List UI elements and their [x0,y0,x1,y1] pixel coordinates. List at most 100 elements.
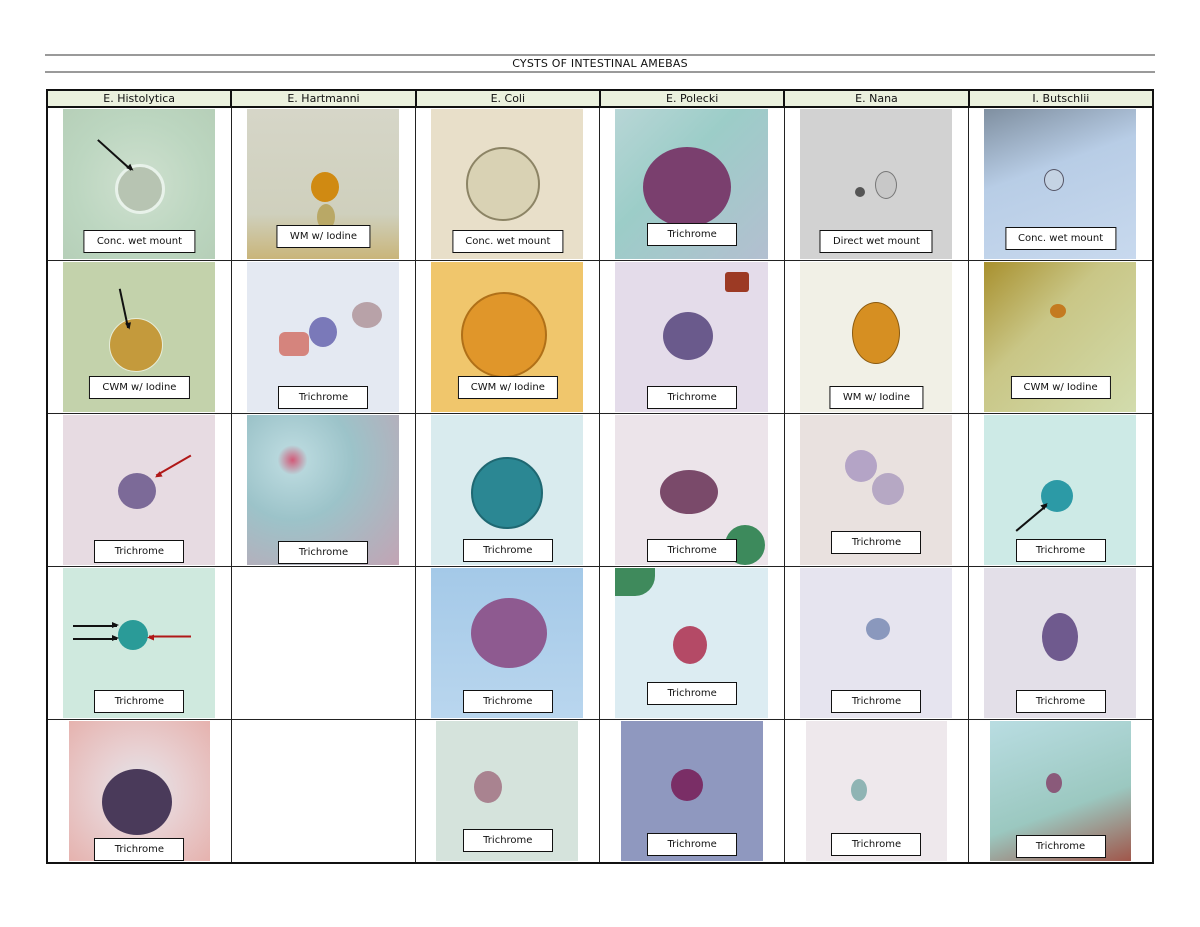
stain-label: Conc. wet mount [452,230,564,253]
amebas-cyst-table: E. Histolytica E. Hartmanni E. Coli E. P… [45,89,1155,864]
debris-shape [351,302,382,328]
stain-label: WM w/ Iodine [276,225,371,248]
cyst-shape [109,318,163,372]
cyst-shape [850,779,867,801]
stain-label: Trichrome [647,539,738,562]
cyst-shape [663,312,714,360]
stain-label: Trichrome [1015,690,1106,713]
stain-label: Trichrome [462,829,553,852]
stain-label: CWM w/ Iodine [457,376,558,399]
stain-label: Trichrome [647,833,738,856]
stain-label: Direct wet mount [819,230,933,253]
table-cell: Trichrome [783,566,970,720]
stain-label: Trichrome [94,838,185,861]
micrograph-image [63,262,215,412]
stain-label: Trichrome [462,690,553,713]
table-cell: WM w/ Iodine [230,106,417,261]
stain-label: Trichrome [1015,539,1106,562]
arrow-icon [73,622,119,628]
stain-label: Trichrome [831,531,922,554]
table-row: Trichrome Trichrome Trichrome [45,566,1155,720]
table-cell: Conc. wet mount [415,106,601,261]
column-header-e-hartmanni: E. Hartmanni [230,89,417,108]
stain-label: WM w/ Iodine [829,386,924,409]
table-cell: Trichrome [415,413,601,567]
stain-label: CWM w/ Iodine [89,376,190,399]
debris-shape [316,204,335,230]
cyst-shape [874,171,897,199]
cyst-shape [865,618,890,640]
cyst-shape [643,147,732,227]
table-cell: Trichrome [968,719,1155,864]
cyst-shape [615,568,656,596]
micrograph-image [615,415,768,565]
title-underline [45,71,1155,73]
table-cell: Trichrome [968,566,1155,720]
table-cell: Trichrome [45,719,232,864]
table-cell: Trichrome [599,719,785,864]
stain-label: Trichrome [831,833,922,856]
stain-label: Trichrome [1015,835,1106,858]
table-cell: Direct wet mount [783,106,970,261]
table-cell: Trichrome [45,413,232,567]
top-rule [45,54,1155,56]
cyst-shape [851,302,900,364]
table-cell: Trichrome [783,413,970,567]
table-cell: Trichrome [415,719,601,864]
stain-label: Trichrome [647,223,738,246]
table-cell-empty [230,566,417,720]
stain-label: Trichrome [94,690,185,713]
table-cell: Trichrome [783,719,970,864]
cyst-shape [308,317,337,347]
table-cell: Conc. wet mount [968,106,1155,261]
cyst-shape [671,769,704,801]
cyst-shape [102,769,172,835]
table-cell: Trichrome [230,413,417,567]
cyst-shape [660,470,719,514]
table-row: Conc. wet mount WM w/ Iodine Conc. wet m… [45,106,1155,261]
cyst-shape [115,164,165,214]
cyst-shape [461,292,548,378]
cyst-shape [871,473,904,505]
cyst-shape [118,473,156,509]
cyst-shape [471,598,548,668]
stain-label: Conc. wet mount [83,230,195,253]
table-cell-empty [230,719,417,864]
table-cell: WM w/ Iodine [783,260,970,414]
stain-label: Trichrome [462,539,553,562]
cyst-shape [466,147,541,221]
stain-label: Trichrome [831,690,922,713]
table-cell: CWM w/ Iodine [415,260,601,414]
cyst-shape [844,450,877,482]
micrograph-image [69,721,210,861]
table-cell: Trichrome [45,566,232,720]
arrow-icon [155,455,192,477]
column-header-i-butschlii: I. Butschlii [967,89,1155,108]
document-title: CYSTS OF INTESTINAL AMEBAS [512,57,688,70]
cyst-shape [471,457,544,529]
column-header-e-nana: E. Nana [783,89,970,108]
table-row: CWM w/ Iodine Trichrome CWM w/ Iodine [45,260,1155,414]
table-row: Trichrome Trichrome Trichrome Trichrome [45,719,1155,864]
micrograph-image [799,415,953,565]
cyst-shape [1044,169,1065,191]
table-cell: Trichrome [599,566,785,720]
micrograph-image [246,415,400,565]
table-cell: Trichrome [599,413,785,567]
column-header-e-polecki: E. Polecki [598,89,786,108]
stain-label: Trichrome [647,386,738,409]
cyst-shape [1046,773,1063,793]
table-row: Trichrome Trichrome Trichrome Trichrome [45,413,1155,567]
stain-label: CWM w/ Iodine [1010,376,1111,399]
table-cell: Trichrome [415,566,601,720]
arrow-icon [73,635,119,641]
debris-shape [725,272,750,292]
debris-shape [278,332,309,356]
stain-label: Conc. wet mount [1004,227,1117,250]
column-header-e-histolytica: E. Histolytica [45,89,233,108]
table-cell: Trichrome [599,106,785,261]
column-header-e-coli: E. Coli [414,89,601,108]
cyst-shape [118,620,148,650]
stain-label: Trichrome [278,541,369,564]
cyst-shape [310,172,339,202]
